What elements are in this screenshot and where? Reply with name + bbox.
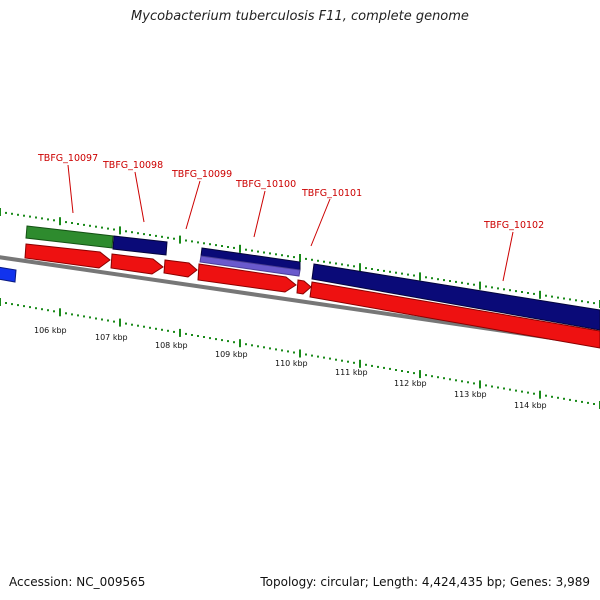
feature-tbfg-10098-reverse[interactable] [112, 235, 168, 256]
scale-label-107: 107 kbp [95, 333, 128, 342]
leader-tbfg-10102 [502, 231, 514, 282]
leader-tbfg-10100 [253, 190, 266, 238]
gene-label-tbfg-10099[interactable]: TBFG_10099 [171, 169, 232, 180]
gene-label-tbfg-10101[interactable]: TBFG_10101 [301, 188, 362, 199]
scale-label-111: 111 kbp [335, 368, 368, 377]
scale-label-112: 112 kbp [394, 379, 427, 388]
scale-label-113: 113 kbp [454, 390, 487, 399]
gene-label-tbfg-10097[interactable]: TBFG_10097 [37, 153, 98, 164]
outer-tick-ring [0, 208, 600, 308]
scale-label-109: 109 kbp [215, 350, 248, 359]
feature-tbfg-10102-reverse[interactable] [311, 263, 600, 331]
gene-label-tbfg-10098[interactable]: TBFG_10098 [102, 160, 163, 171]
scale-label-108: 108 kbp [155, 341, 188, 350]
leader-tbfg-10097 [67, 164, 74, 214]
feature-tbfg-10100-forward[interactable] [197, 263, 297, 293]
scale-label-110: 110 kbp [275, 359, 308, 368]
map-title: Mycobacterium tuberculosis F11, complete… [131, 9, 469, 24]
scale-label-114: 114 kbp [514, 401, 547, 410]
feature-tbfg-10097-forward[interactable] [24, 243, 111, 269]
feature-tbfg-10098-forward[interactable] [110, 253, 164, 275]
feature-left-blue[interactable] [0, 266, 17, 283]
accession-text: Accession: NC_009565 [9, 575, 146, 589]
leader-tbfg-10098 [134, 171, 145, 223]
leader-tbfg-10101 [310, 198, 331, 247]
inner-tick-ring [0, 298, 600, 409]
feature-tbfg-10101-forward[interactable] [296, 279, 312, 295]
gene-label-tbfg-10102[interactable]: TBFG_10102 [483, 220, 544, 231]
feature-tbfg-10100-purple[interactable] [199, 255, 301, 277]
topology-summary-text: Topology: circular; Length: 4,424,435 bp… [260, 575, 590, 589]
leader-tbfg-10099 [185, 180, 201, 230]
scale-label-106: 106 kbp [34, 326, 67, 335]
feature-tbfg-10099-forward[interactable] [163, 259, 198, 278]
feature-tbfg-10102-forward[interactable] [309, 281, 600, 349]
gene-label-tbfg-10100[interactable]: TBFG_10100 [235, 179, 296, 190]
feature-tbfg-10097-green[interactable] [25, 225, 114, 249]
